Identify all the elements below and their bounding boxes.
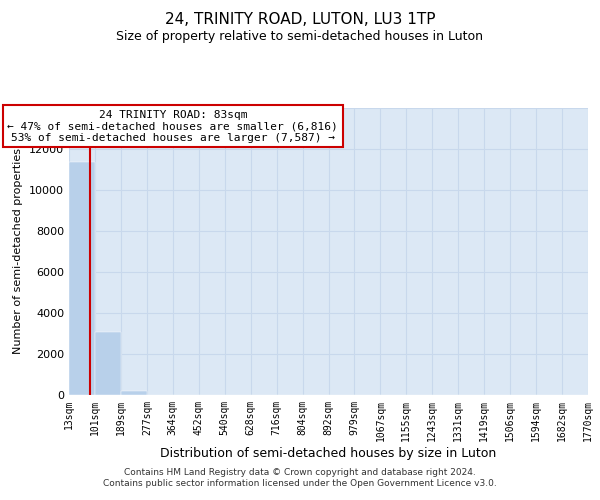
Bar bbox=[121, 392, 147, 395]
Text: 24 TRINITY ROAD: 83sqm
← 47% of semi-detached houses are smaller (6,816)
53% of : 24 TRINITY ROAD: 83sqm ← 47% of semi-det… bbox=[7, 110, 338, 143]
Bar bbox=[69, 162, 95, 395]
Y-axis label: Number of semi-detached properties: Number of semi-detached properties bbox=[13, 148, 23, 354]
Text: 24, TRINITY ROAD, LUTON, LU3 1TP: 24, TRINITY ROAD, LUTON, LU3 1TP bbox=[165, 12, 435, 28]
X-axis label: Distribution of semi-detached houses by size in Luton: Distribution of semi-detached houses by … bbox=[160, 446, 497, 460]
Text: Size of property relative to semi-detached houses in Luton: Size of property relative to semi-detach… bbox=[116, 30, 484, 43]
Bar bbox=[95, 332, 121, 395]
Text: Contains HM Land Registry data © Crown copyright and database right 2024.
Contai: Contains HM Land Registry data © Crown c… bbox=[103, 468, 497, 487]
